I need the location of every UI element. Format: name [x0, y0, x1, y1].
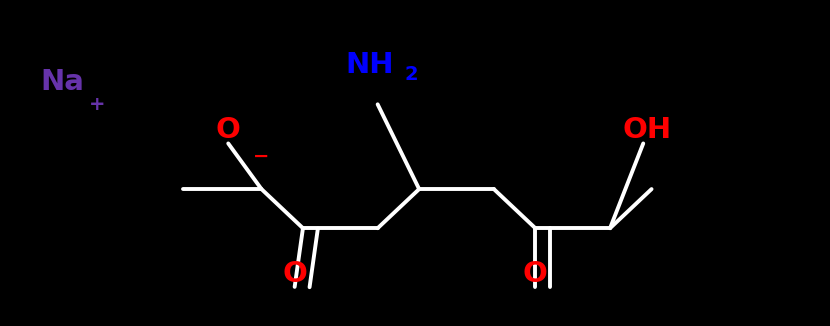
Text: O: O	[216, 116, 241, 144]
Text: OH: OH	[622, 116, 672, 144]
Text: +: +	[89, 95, 105, 114]
Text: 2: 2	[404, 66, 417, 84]
Text: Na: Na	[41, 67, 84, 96]
Text: O: O	[282, 260, 307, 288]
Text: O: O	[523, 260, 548, 288]
Text: −: −	[253, 147, 270, 166]
Text: NH: NH	[345, 51, 393, 79]
